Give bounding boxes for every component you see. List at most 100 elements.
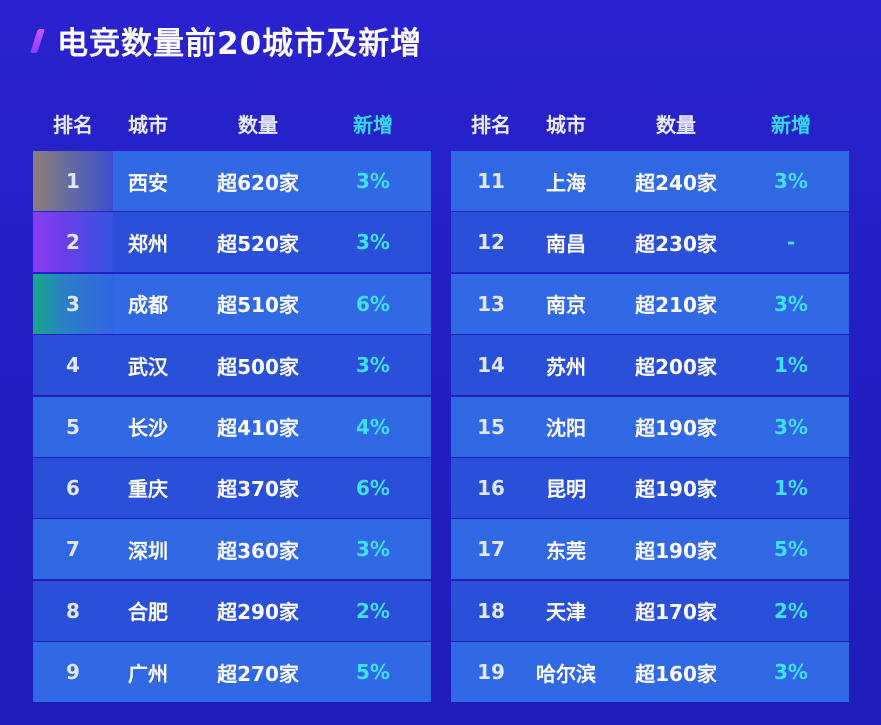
rank-cell: 7 <box>66 537 80 562</box>
table-row: 11 上海 超240家 3% <box>451 151 849 211</box>
city-cell: 南昌 <box>546 231 586 256</box>
count-cell: 超240家 <box>635 170 717 195</box>
table-body: 11 上海 超240家 3% 12 南昌 超230家 - 13 南京 超210家 3% 14 苏州 超200… <box>451 151 849 703</box>
table-row: 13 南京 超210家 3% <box>451 273 849 334</box>
new-cell: 3% <box>774 414 808 439</box>
table-header: 排名 城市 数量 新增 <box>451 98 849 148</box>
count-cell: 超270家 <box>217 661 299 686</box>
city-cell: 天津 <box>546 600 586 625</box>
new-cell: 3% <box>356 230 390 255</box>
table-row: 3 成都 超510家 6% <box>33 273 431 334</box>
table-row: 14 苏州 超200家 1% <box>451 335 849 396</box>
city-cell: 重庆 <box>128 477 168 502</box>
header-count: 数量 <box>656 112 696 137</box>
new-cell: 1% <box>774 475 808 500</box>
new-cell: 1% <box>774 353 808 378</box>
rank-cell: 2 <box>33 212 113 273</box>
count-cell: 超500家 <box>217 354 299 379</box>
city-cell: 武汉 <box>128 354 168 379</box>
rank-cell: 6 <box>66 475 80 500</box>
city-cell: 合肥 <box>128 600 168 625</box>
new-cell: 4% <box>356 414 390 439</box>
table-row: 5 长沙 超410家 4% <box>33 396 431 457</box>
new-cell: 3% <box>356 353 390 378</box>
table-row: 18 天津 超170家 2% <box>451 580 849 641</box>
rank-cell: 19 <box>477 660 505 685</box>
count-cell: 超160家 <box>635 661 717 686</box>
rank-cell: 16 <box>477 475 505 500</box>
count-cell: 超230家 <box>635 231 717 256</box>
table-body: 1 西安 超620家 3% 2 郑州 超520家 3% 3 成都 超510家 6% 4 武汉 超500家 3%… <box>33 151 431 703</box>
header-new: 新增 <box>771 112 811 137</box>
new-cell: 3% <box>356 537 390 562</box>
city-cell: 成都 <box>128 293 168 318</box>
count-cell: 超290家 <box>217 600 299 625</box>
new-cell: 2% <box>356 598 390 623</box>
new-cell: 5% <box>774 537 808 562</box>
count-cell: 超360家 <box>217 538 299 563</box>
count-cell: 超520家 <box>217 231 299 256</box>
rank-cell: 11 <box>477 169 505 193</box>
city-cell: 东莞 <box>546 538 586 563</box>
city-cell: 郑州 <box>128 231 168 256</box>
new-cell: 5% <box>356 660 390 685</box>
new-cell: 3% <box>356 169 390 193</box>
table-row: 9 广州 超270家 5% <box>33 642 431 703</box>
city-cell: 沈阳 <box>546 416 586 441</box>
rank-cell: 1 <box>33 151 113 211</box>
new-cell: 3% <box>774 291 808 316</box>
rank-cell: 5 <box>66 414 80 439</box>
city-cell: 哈尔滨 <box>536 661 596 686</box>
header-rank: 排名 <box>471 112 511 137</box>
count-cell: 超190家 <box>635 416 717 441</box>
count-cell: 超190家 <box>635 477 717 502</box>
rank-cell: 18 <box>477 598 505 623</box>
table-row: 7 深圳 超360家 3% <box>33 519 431 580</box>
header-rank: 排名 <box>53 112 93 137</box>
table-row: 1 西安 超620家 3% <box>33 151 431 211</box>
city-cell: 昆明 <box>546 477 586 502</box>
count-cell: 超170家 <box>635 600 717 625</box>
rank-cell: 9 <box>66 660 80 685</box>
title-accent-mark <box>30 28 45 53</box>
table-row: 16 昆明 超190家 1% <box>451 457 849 518</box>
city-cell: 广州 <box>128 661 168 686</box>
rank-cell: 12 <box>477 230 505 255</box>
title-bar: 电竞数量前20城市及新增 <box>30 18 423 63</box>
table-row: 6 重庆 超370家 6% <box>33 457 431 518</box>
rank-cell: 15 <box>477 414 505 439</box>
count-cell: 超410家 <box>217 416 299 441</box>
new-cell: 2% <box>774 598 808 623</box>
city-cell: 深圳 <box>128 538 168 563</box>
new-cell: - <box>786 230 796 255</box>
header-count: 数量 <box>238 112 278 137</box>
rank-cell: 3 <box>33 273 113 334</box>
count-cell: 超210家 <box>635 293 717 318</box>
table-row: 2 郑州 超520家 3% <box>33 212 431 273</box>
ranking-table-right: 排名 城市 数量 新增 11 上海 超240家 3% 12 南昌 超230家 - 13 南京 超21… <box>451 98 849 704</box>
ranking-table-left: 排名 城市 数量 新增 1 西安 超620家 3% 2 郑州 超520家 3% 3 成都 超510家… <box>33 98 431 704</box>
page-title: 电竞数量前20城市及新增 <box>57 26 423 62</box>
rank-cell: 13 <box>477 291 505 316</box>
new-cell: 3% <box>774 660 808 685</box>
count-cell: 超200家 <box>635 354 717 379</box>
city-cell: 长沙 <box>128 416 168 441</box>
table-row: 4 武汉 超500家 3% <box>33 335 431 396</box>
header-city: 城市 <box>128 112 168 137</box>
table-row: 17 东莞 超190家 5% <box>451 519 849 580</box>
new-cell: 6% <box>356 291 390 316</box>
count-cell: 超510家 <box>217 293 299 318</box>
table-row: 8 合肥 超290家 2% <box>33 580 431 641</box>
table-header: 排名 城市 数量 新增 <box>33 98 431 148</box>
rank-cell: 8 <box>66 598 80 623</box>
city-cell: 苏州 <box>546 354 586 379</box>
rank-cell: 14 <box>477 353 505 378</box>
rank-cell: 4 <box>66 353 80 378</box>
city-cell: 上海 <box>546 170 586 195</box>
count-cell: 超190家 <box>635 538 717 563</box>
header-new: 新增 <box>353 112 393 137</box>
table-row: 15 沈阳 超190家 3% <box>451 396 849 457</box>
city-cell: 西安 <box>128 170 168 195</box>
header-city: 城市 <box>546 112 586 137</box>
city-cell: 南京 <box>546 293 586 318</box>
